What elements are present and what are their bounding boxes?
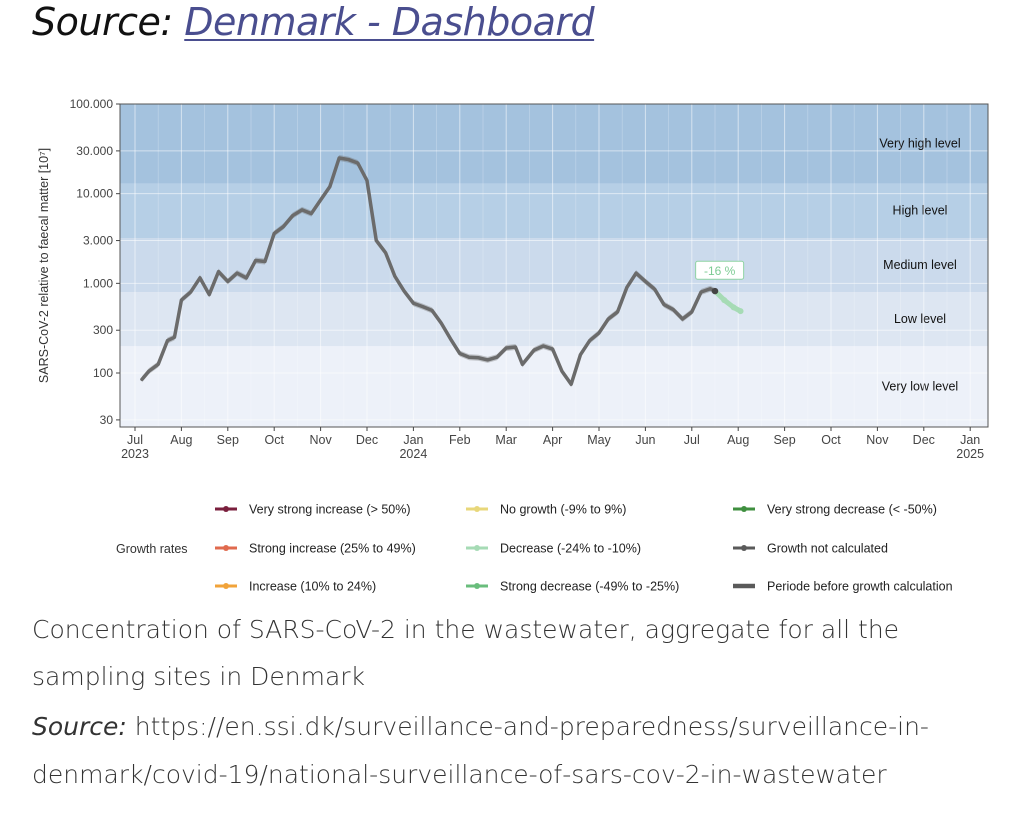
legend-item-label: Strong decrease (-49% to -25%) [500, 580, 679, 594]
x-tick-label: Aug [170, 433, 192, 447]
level-label: High level [893, 204, 948, 218]
legend-item-label: Very strong decrease (< -50%) [767, 503, 937, 517]
caption-source-url-2[interactable]: denmark/covid-19/national-surveillance-o… [32, 760, 887, 789]
caption-source-label: Source: [32, 712, 127, 741]
y-tick-label: 10.000 [76, 187, 113, 201]
legend-item-label: Periode before growth calculation [767, 580, 953, 594]
legend-item-label: Increase (10% to 24%) [249, 580, 376, 594]
level-label: Medium level [883, 258, 957, 272]
x-tick-year: 2024 [399, 447, 427, 461]
x-tick-label: Jul [127, 433, 143, 447]
y-tick-label: 30 [100, 413, 114, 427]
x-tick-year: 2025 [956, 447, 984, 461]
dashboard-link[interactable]: Denmark - Dashboard [184, 0, 595, 44]
x-tick-label: Oct [264, 433, 284, 447]
legend-key-dot [223, 545, 229, 551]
annotation-label: -16 % [704, 264, 736, 278]
source-prefix: Source: [32, 0, 173, 44]
legend-item-label: Decrease (-24% to -10%) [500, 542, 641, 556]
x-tick-label: Nov [309, 433, 332, 447]
data-point [730, 304, 737, 311]
x-tick-label: Dec [356, 433, 378, 447]
legend-key-dot [741, 506, 747, 512]
legend-item-label: Growth not calculated [767, 542, 888, 556]
x-tick-label: Sep [773, 433, 795, 447]
x-tick-label: Mar [495, 433, 517, 447]
x-tick-label: Dec [913, 433, 935, 447]
x-tick-label: Aug [727, 433, 749, 447]
level-band [120, 238, 988, 293]
x-tick-label: Jan [960, 433, 980, 447]
level-label: Very high level [879, 137, 960, 151]
y-tick-label: 1.000 [83, 276, 113, 290]
caption-source-url-1[interactable]: https://en.ssi.dk/surveillance-and-prepa… [126, 712, 929, 741]
legend-key-dot [474, 545, 480, 551]
level-band [120, 346, 988, 427]
level-label: Very low level [882, 380, 958, 394]
source-heading: Source: Denmark - Dashboard [32, 0, 595, 44]
caption-source-line: Source: https://en.ssi.dk/surveillance-a… [32, 712, 929, 741]
legend-key-dot [474, 583, 480, 589]
data-point [711, 287, 719, 295]
y-tick-label: 30.000 [76, 144, 113, 158]
legend-item-label: Very strong increase (> 50%) [249, 503, 411, 517]
level-label: Low level [894, 312, 946, 326]
wastewater-chart: Very low level Low level Medium level High … [37, 97, 989, 594]
y-axis-label: SARS-CoV-2 relative to faecal matter [10… [37, 148, 51, 383]
x-tick-label: Oct [821, 433, 841, 447]
legend-key-dot [741, 545, 747, 551]
series-line [140, 156, 717, 386]
y-tick-label: 100.000 [70, 97, 114, 111]
legend-key-dot [223, 506, 229, 512]
y-tick-label: 100 [93, 366, 113, 380]
x-tick-label: Jan [403, 433, 423, 447]
plot-border [119, 103, 989, 428]
legend-item-label: No growth (-9% to 9%) [500, 503, 626, 517]
data-point [721, 297, 728, 304]
y-tick-label: 3.000 [83, 234, 113, 248]
caption-line-2: sampling sites in Denmark [32, 662, 366, 691]
legend-item-label: Strong increase (25% to 49%) [249, 542, 416, 556]
x-tick-label: Nov [866, 433, 889, 447]
x-tick-label: Jul [684, 433, 700, 447]
x-tick-label: May [587, 433, 611, 447]
x-tick-label: Feb [449, 433, 471, 447]
x-tick-year: 2023 [121, 447, 149, 461]
data-point [737, 308, 744, 315]
x-tick-label: Jun [635, 433, 655, 447]
legend-title: Growth rates [116, 542, 188, 556]
level-band [120, 292, 988, 347]
level-band [120, 183, 988, 239]
x-tick-label: Apr [543, 433, 562, 447]
y-tick-label: 300 [93, 323, 113, 337]
series-line [712, 288, 744, 314]
x-tick-label: Sep [217, 433, 239, 447]
legend-key-dot [223, 583, 229, 589]
annotation-box [695, 260, 745, 280]
level-band [120, 104, 988, 184]
caption-line-1: Concentration of SARS-CoV-2 in the waste… [32, 615, 900, 644]
legend-key-dot [474, 506, 480, 512]
